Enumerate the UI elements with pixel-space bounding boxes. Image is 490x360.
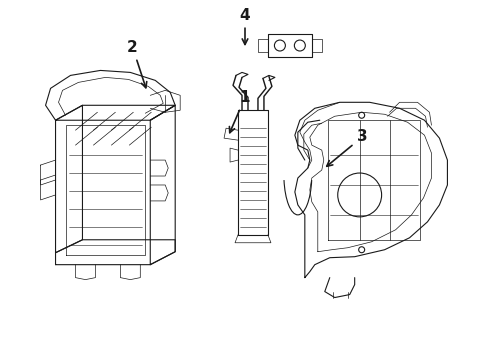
Text: 3: 3 xyxy=(327,130,368,166)
Text: 4: 4 xyxy=(240,8,250,45)
Text: 1: 1 xyxy=(229,90,250,133)
Text: 2: 2 xyxy=(127,40,147,88)
